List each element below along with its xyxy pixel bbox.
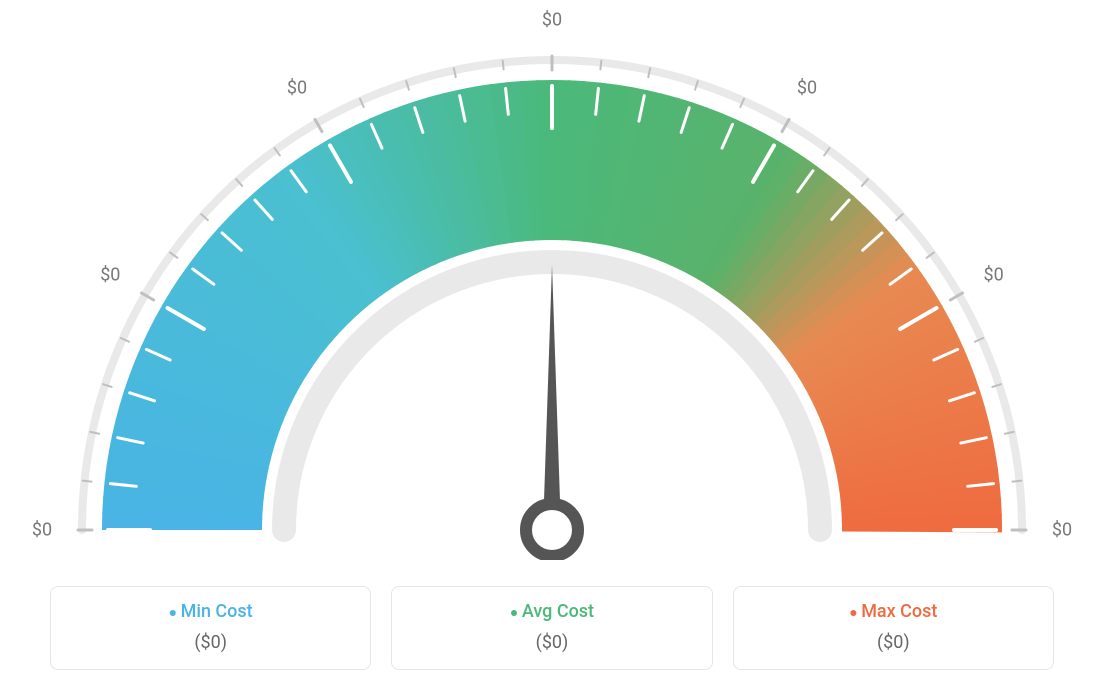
legend-label-min: Min Cost: [61, 601, 360, 622]
gauge-tick-label: $0: [797, 78, 817, 99]
legend-card-min: Min Cost ($0): [50, 586, 371, 670]
gauge-tick-label: $0: [542, 10, 562, 31]
legend-card-avg: Avg Cost ($0): [391, 586, 712, 670]
gauge-tick-label: $0: [287, 78, 307, 99]
gauge-tick-label: $0: [100, 265, 120, 286]
gauge-tick-label: $0: [1052, 520, 1072, 541]
legend-row: Min Cost ($0) Avg Cost ($0) Max Cost ($0…: [50, 586, 1054, 670]
gauge-tick-label: $0: [32, 520, 52, 541]
gauge-area: $0 $0 $0 $0 $0 $0 $0: [0, 0, 1104, 560]
gauge-tick-label: $0: [984, 265, 1004, 286]
legend-card-max: Max Cost ($0): [733, 586, 1054, 670]
legend-value-max: ($0): [744, 632, 1043, 653]
gauge-chart-container: $0 $0 $0 $0 $0 $0 $0 Min Cost ($0) Avg Cost ($…: [0, 0, 1104, 690]
legend-label-max: Max Cost: [744, 601, 1043, 622]
gauge-svg: [0, 0, 1104, 560]
legend-label-avg: Avg Cost: [402, 601, 701, 622]
legend-value-min: ($0): [61, 632, 360, 653]
legend-value-avg: ($0): [402, 632, 701, 653]
